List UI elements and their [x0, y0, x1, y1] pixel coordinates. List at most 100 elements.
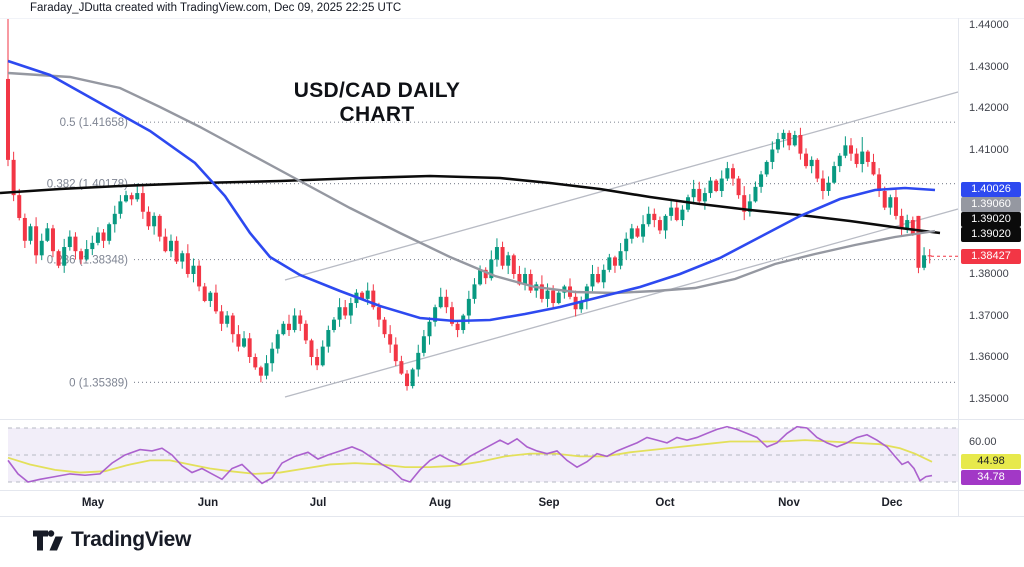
candle-body: [140, 193, 145, 212]
candle-body: [601, 269, 606, 283]
black-ma-line[interactable]: [0, 174, 941, 235]
candle-body: [331, 319, 336, 331]
candle-body: [399, 361, 404, 374]
candle-body: [393, 344, 398, 362]
candle-body: [764, 161, 769, 175]
price-axis-tick: 1.41000: [969, 143, 1009, 156]
rsi-signal-line[interactable]: [7, 439, 933, 475]
candle-body: [287, 323, 291, 331]
candle-body: [629, 228, 634, 239]
candle-body: [545, 290, 550, 299]
candle-body: [416, 352, 421, 370]
candle-body: [494, 247, 499, 260]
candle-body: [787, 132, 792, 146]
candle-body: [927, 255, 932, 257]
candle-body: [388, 334, 393, 345]
candle-body: [225, 315, 230, 324]
candle-body: [714, 180, 719, 191]
candle-body: [427, 321, 432, 337]
candle-body: [376, 307, 381, 320]
candle-body: [6, 78, 10, 160]
candle-body: [893, 197, 898, 216]
tradingview-logo[interactable]: TradingView: [33, 528, 191, 552]
fib-level-label: 0.5 (1.41658): [60, 117, 129, 129]
price-axis-tick: 1.36000: [969, 351, 1009, 363]
rsi-pane-bottom-border: [0, 490, 1024, 491]
candle-body: [461, 315, 466, 331]
price-axis-badge: 1.38427: [961, 248, 1021, 264]
candle-body: [22, 217, 27, 241]
candle-body: [871, 161, 876, 175]
candle-body: [337, 307, 342, 320]
candle-body: [753, 186, 758, 202]
candle-body: [298, 315, 303, 324]
candle-body: [242, 338, 247, 347]
chart-title: USD/CAD DAILY CHART: [293, 79, 461, 126]
candle-body: [365, 290, 370, 299]
candle-body: [478, 269, 483, 285]
time-axis-month-label: May: [81, 497, 105, 509]
time-axis-month-label: Dec: [881, 497, 903, 509]
gray-ma-line[interactable]: [7, 71, 936, 295]
candle-body: [669, 207, 674, 216]
candle-body: [236, 334, 241, 347]
candle-body: [854, 153, 859, 165]
candle-body: [877, 174, 882, 191]
candle-body: [832, 166, 837, 183]
candle-body: [590, 274, 595, 287]
price-axis-badge: 1.40026: [961, 181, 1021, 197]
candle-body: [888, 197, 893, 208]
candle-body: [624, 238, 629, 252]
candle-body: [163, 236, 168, 252]
candle-body: [230, 315, 235, 335]
candle-body: [539, 284, 544, 299]
candle-body: [67, 236, 72, 248]
rsi-axis-tick: 60.00: [969, 435, 997, 448]
candle-body: [922, 255, 927, 268]
price-axis-tick: 1.42000: [969, 102, 1009, 114]
candle-body: [759, 174, 764, 187]
candle-body: [410, 369, 415, 387]
candle-body: [736, 178, 741, 196]
fib-level-label: 0.236 (1.38348): [47, 255, 128, 267]
rsi-axis-badge: 34.78: [961, 469, 1021, 485]
candle-body: [837, 155, 842, 167]
pane-separator: [0, 419, 1024, 420]
candle-body: [62, 247, 67, 266]
candle-body: [612, 257, 617, 266]
channel-lower-trendline[interactable]: [284, 208, 959, 398]
candle-body: [489, 259, 494, 279]
candle-body: [50, 228, 55, 252]
candle-body: [39, 240, 44, 256]
price-axis-tick: 1.37000: [969, 309, 1009, 322]
candle-body: [118, 201, 123, 214]
candle-body: [73, 236, 78, 252]
candle-body: [483, 269, 488, 279]
candle-body: [646, 213, 651, 225]
candle-body: [725, 168, 730, 179]
candle-body: [596, 274, 601, 283]
channel-upper-trendline[interactable]: [284, 91, 959, 281]
candle-body: [28, 226, 33, 241]
candle-body: [146, 211, 151, 227]
time-axis-month-label: Sep: [538, 497, 560, 509]
candle-body: [34, 226, 39, 256]
candle-body: [804, 153, 809, 167]
candle-body: [798, 134, 803, 154]
pane-top-border: [0, 18, 1024, 19]
candle-body: [528, 274, 533, 291]
candle-body: [264, 363, 269, 376]
blue-ma-line[interactable]: [7, 59, 936, 323]
candle-body: [107, 224, 112, 241]
tradingview-logo-text: TradingView: [71, 528, 192, 551]
candles-layer: [6, 17, 932, 391]
rsi-axis-badge: 44.98: [961, 453, 1021, 469]
candle-body: [84, 249, 89, 260]
candle-body: [551, 290, 556, 304]
candle-body: [303, 323, 308, 341]
rsi-line[interactable]: [7, 425, 933, 485]
candle-body: [185, 253, 190, 274]
time-axis-month-label: Nov: [778, 497, 800, 509]
price-axis-tick: 1.38000: [969, 268, 1009, 280]
